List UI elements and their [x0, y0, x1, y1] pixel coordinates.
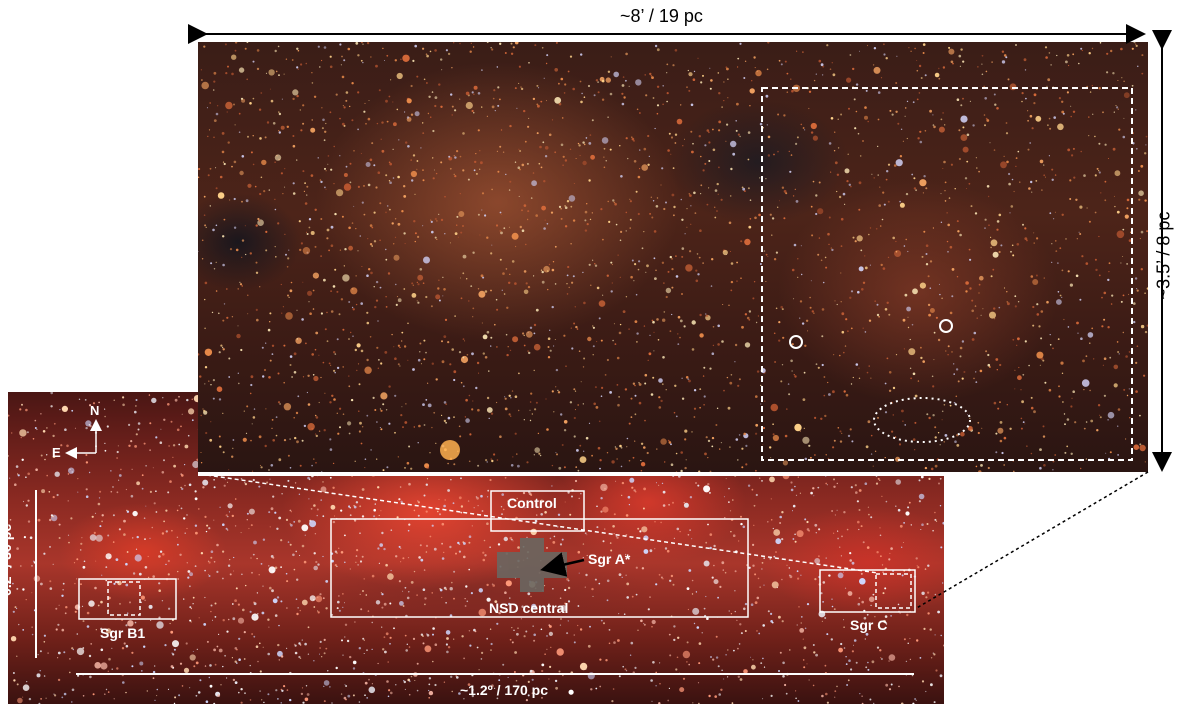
- sgr-a-star-arrow: [540, 552, 585, 577]
- compass-east-label: E: [52, 445, 61, 460]
- zoom-marker-circle-right: [939, 319, 953, 333]
- sgr-a-star-label: Sgr A*: [588, 551, 631, 567]
- sgr-b1-box: [78, 578, 177, 620]
- zoom-dashed-region: [761, 87, 1133, 461]
- overview-height-label: ~0.2º / 30 pc: [0, 523, 15, 605]
- zoom-starfield: [198, 42, 1148, 472]
- sgr-b1-inner-dashed-box: [107, 581, 141, 616]
- sgr-c-label: Sgr C: [850, 617, 888, 633]
- overview-width-label: ~1.2º / 170 pc: [460, 682, 549, 698]
- zoom-marker-circle-left: [789, 335, 803, 349]
- sgr-c-zoom-image: [198, 42, 1148, 476]
- sgr-c-inner-dashed-box: [875, 573, 912, 609]
- sgr-b1-label: Sgr B1: [100, 625, 146, 641]
- connector-right-dotted: [914, 471, 1149, 610]
- control-box: [490, 490, 585, 532]
- sgr-a-cross-patch: [497, 538, 567, 592]
- compass-north-label: N: [90, 403, 100, 418]
- zoom-height-label: ~3.5’ / 8 pc: [1153, 211, 1174, 300]
- nsd-central-box: [330, 518, 749, 618]
- sgr-c-box: [819, 569, 916, 613]
- zoom-dotted-ellipse: [873, 397, 971, 443]
- zoom-width-label: ~8’ / 19 pc: [620, 6, 703, 26]
- connector-left-dotted: [199, 473, 879, 574]
- nsd-central-label: NSD central: [489, 600, 569, 616]
- control-label: Control: [507, 495, 557, 511]
